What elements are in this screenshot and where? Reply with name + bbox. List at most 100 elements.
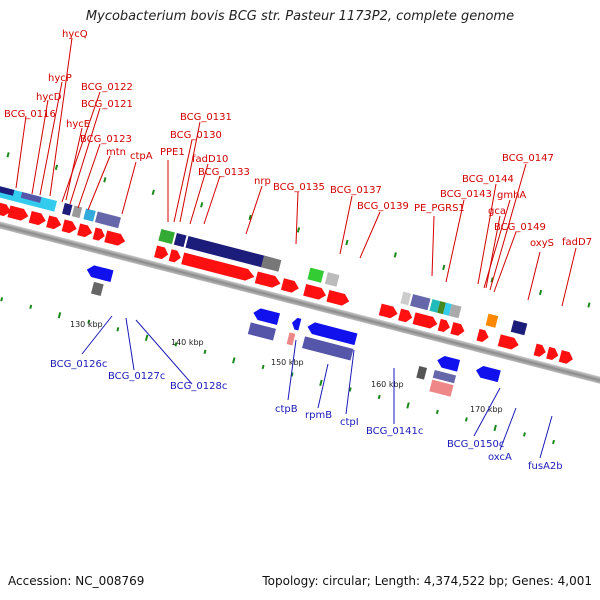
cds-arrow[interactable] <box>303 284 327 301</box>
gene-label[interactable]: BCG_0133 <box>198 167 250 178</box>
gene-label[interactable]: BCG_0128c <box>170 381 227 392</box>
gene-label[interactable]: BCG_0127c <box>108 371 165 382</box>
cds-arrow[interactable] <box>546 346 560 361</box>
feature-block[interactable] <box>510 320 528 336</box>
gene-label[interactable]: hycE <box>66 119 90 130</box>
gene-label[interactable]: BCG_0131 <box>180 112 232 123</box>
cds-arrow[interactable] <box>0 198 12 218</box>
gene-label[interactable]: fusA2b <box>528 461 563 472</box>
feature-block[interactable] <box>400 291 412 306</box>
gene-label[interactable]: BCG_0122 <box>81 82 133 93</box>
reverse-cds-arrow[interactable] <box>475 364 501 383</box>
gene-label[interactable]: BCG_0141c <box>366 426 423 437</box>
reverse-feature[interactable] <box>432 369 457 384</box>
outer-tick-row <box>6 152 591 308</box>
gene-label[interactable]: BCG_0139 <box>357 201 409 212</box>
reverse-cds-arrow[interactable] <box>252 307 281 326</box>
gene-label[interactable]: ctpI <box>340 417 359 428</box>
cds-arrow[interactable] <box>398 308 414 324</box>
gene-label[interactable]: ctpA <box>130 151 153 162</box>
feature-block[interactable] <box>324 272 340 287</box>
cds-arrow[interactable] <box>46 215 63 231</box>
cds-arrow[interactable] <box>254 271 282 290</box>
reverse-feature[interactable] <box>416 365 428 380</box>
gene-label[interactable]: oxyS <box>530 238 554 249</box>
reverse-cds-arrow[interactable] <box>96 267 114 282</box>
feature-block[interactable] <box>448 304 462 319</box>
gene-label[interactable]: mtn <box>106 147 126 158</box>
gene-label[interactable]: nrp <box>254 176 271 187</box>
cds-arrow[interactable] <box>450 322 466 337</box>
gene-label[interactable]: rpmB <box>305 410 332 421</box>
gene-label[interactable]: PE_PGRS1 <box>414 203 465 214</box>
feature-block[interactable] <box>0 184 15 196</box>
gene-label[interactable]: BCG_0116 <box>4 109 56 120</box>
reverse-feature[interactable] <box>302 336 354 361</box>
cds-arrow[interactable] <box>437 318 452 333</box>
cds-arrow[interactable] <box>378 303 399 320</box>
gene-label[interactable]: BCG_0135 <box>273 182 325 193</box>
feature-block[interactable] <box>173 233 187 248</box>
feature-block[interactable] <box>83 208 96 222</box>
gene-label[interactable]: BCG_0147 <box>502 153 554 164</box>
cds-arrow[interactable] <box>497 334 520 351</box>
reverse-feature[interactable] <box>247 322 276 341</box>
reverse-cds-arrow[interactable] <box>306 321 358 346</box>
gene-label[interactable]: BCG_0149 <box>494 222 546 233</box>
cds-arrow[interactable] <box>92 227 107 242</box>
cds-arrow[interactable] <box>476 328 490 343</box>
cds-arrow[interactable] <box>28 210 47 227</box>
gene-label[interactable]: BCG_0150c <box>447 439 504 450</box>
gene-label[interactable]: oxcA <box>488 452 512 463</box>
feature-block[interactable] <box>429 299 441 313</box>
cds-arrow[interactable] <box>412 312 439 330</box>
cds-arrow[interactable] <box>104 230 126 248</box>
feature-block[interactable] <box>71 205 83 219</box>
forward-leader-lines <box>15 37 577 307</box>
gene-label[interactable]: hycP <box>48 73 72 84</box>
feature-block[interactable] <box>62 203 73 216</box>
gene-label[interactable]: gmhA <box>497 190 526 201</box>
reverse-feature[interactable] <box>429 379 454 397</box>
feature-block[interactable] <box>20 192 42 203</box>
gene-label[interactable]: PPE1 <box>160 147 185 158</box>
cds-arrow[interactable] <box>533 343 548 358</box>
cds-arrow[interactable] <box>168 249 183 263</box>
gene-label[interactable]: BCG_0121 <box>81 99 133 110</box>
gene-label[interactable]: BCG_0143 <box>440 189 492 200</box>
cds-arrow[interactable] <box>181 252 256 282</box>
feature-block[interactable] <box>485 313 499 328</box>
cds-arrow[interactable] <box>77 223 94 239</box>
cds-arrow[interactable] <box>7 205 29 222</box>
reverse-feature[interactable] <box>90 281 104 296</box>
feature-block[interactable] <box>260 255 282 272</box>
cds-arrow[interactable] <box>61 219 79 235</box>
reverse-feature[interactable] <box>286 332 296 346</box>
gene-label[interactable]: BCG_0144 <box>462 174 514 185</box>
scale-label: 160 kbp <box>371 380 404 389</box>
cds-arrow[interactable] <box>154 245 170 260</box>
gene-label[interactable]: fadD7 <box>562 237 592 248</box>
feature-block[interactable] <box>442 302 452 316</box>
cds-arrow[interactable] <box>558 350 575 365</box>
gene-label[interactable]: BCG_0137 <box>330 185 382 196</box>
gene-label[interactable]: BCG_0126c <box>50 359 107 370</box>
gene-label[interactable]: fadD10 <box>192 154 228 165</box>
reverse-cds-arrow[interactable] <box>436 354 461 372</box>
gene-label[interactable]: BCG_0130 <box>170 130 222 141</box>
reverse-cds-arrow[interactable] <box>291 317 302 331</box>
gene-label[interactable]: gca <box>488 206 506 217</box>
gene-label[interactable]: ctpB <box>275 404 298 415</box>
feature-block[interactable] <box>410 294 431 311</box>
feature-block[interactable] <box>94 211 121 229</box>
gene-label[interactable]: hycD <box>36 92 62 103</box>
cds-arrow[interactable] <box>280 278 300 294</box>
feature-block[interactable] <box>158 229 175 245</box>
feature-block[interactable] <box>307 267 325 283</box>
cds-arrow[interactable] <box>326 290 350 307</box>
feature-block[interactable] <box>185 236 274 270</box>
gene-label[interactable]: hycQ <box>62 29 88 40</box>
feature-block[interactable] <box>437 301 446 315</box>
gene-label[interactable]: BCG_0123 <box>80 134 132 145</box>
